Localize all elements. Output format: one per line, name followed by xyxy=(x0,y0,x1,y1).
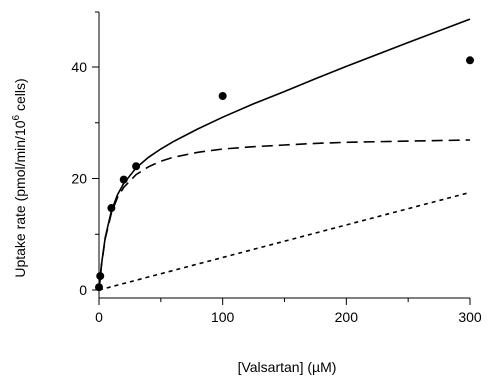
data-point xyxy=(119,175,128,184)
y-tick-label: 0 xyxy=(79,282,87,298)
y-axis-label: Uptake rate (pmol/min/106 cells) xyxy=(11,78,28,277)
x-tick-label: 0 xyxy=(95,309,103,325)
series-line-long-dash xyxy=(98,139,471,291)
data-point xyxy=(107,204,116,213)
data-point xyxy=(218,91,227,100)
data-point xyxy=(466,56,474,65)
series-line-short-dash xyxy=(98,191,471,291)
y-axis: 0 20 40 xyxy=(71,11,100,298)
y-tick-label: 20 xyxy=(71,171,87,187)
x-axis-label: [Valsartan] (µM) xyxy=(238,359,337,375)
data-point xyxy=(132,162,141,171)
x-tick-label: 100 xyxy=(211,309,235,325)
y-axis-label-unit: cells) xyxy=(12,78,28,115)
y-tick-label: 40 xyxy=(71,59,87,75)
data-point xyxy=(96,272,105,281)
plot-area xyxy=(95,18,474,292)
x-axis: 0 100 200 300 xyxy=(95,297,482,325)
x-tick-label: 300 xyxy=(458,309,482,325)
y-axis-label-superscript: 6 xyxy=(11,114,22,120)
series-line-solid xyxy=(98,18,471,291)
y-axis-label-main: Uptake rate (pmol/min/10 xyxy=(12,120,28,277)
x-tick-label: 200 xyxy=(335,309,359,325)
